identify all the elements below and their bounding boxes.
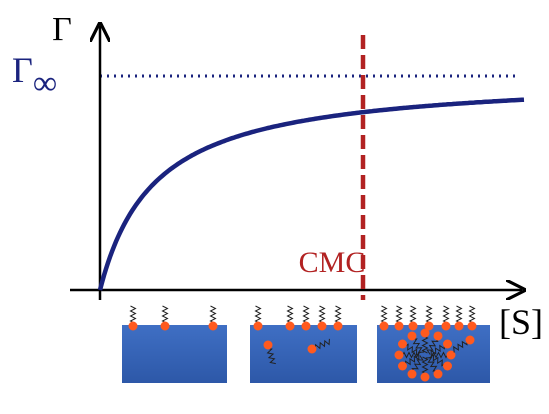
saturation-subscript: ∞ <box>33 65 57 102</box>
cmc-label: CMC <box>299 246 366 279</box>
surfactant-head <box>317 321 327 331</box>
surfactant-head <box>307 344 317 354</box>
surfactant-head <box>408 321 418 331</box>
surfactant-head <box>433 369 443 379</box>
solution-box <box>377 325 490 383</box>
surfactant-head <box>443 361 453 371</box>
surfactant-head <box>407 369 417 379</box>
surfactant-head <box>397 339 407 349</box>
surfactant-head <box>443 339 453 349</box>
surfactant-head <box>394 350 404 360</box>
surfactant-head <box>441 321 451 331</box>
surfactant-head <box>465 335 475 345</box>
surfactant-head <box>433 331 443 341</box>
surfactant-head <box>397 361 407 371</box>
surfactant-head <box>301 321 311 331</box>
surfactant-head <box>285 321 295 331</box>
surfactant-head <box>424 321 434 331</box>
surfactant-head <box>128 321 138 331</box>
surfactant-head <box>420 372 430 382</box>
surfactant-head <box>394 321 404 331</box>
surfactant-head <box>253 321 263 331</box>
surfactant-head <box>333 321 343 331</box>
surfactant-head <box>454 321 464 331</box>
saturation-symbol: Γ <box>12 50 33 90</box>
solution-box <box>250 325 357 383</box>
surfactant-head <box>420 328 430 338</box>
surfactant-head <box>208 321 218 331</box>
surfactant-head <box>446 350 456 360</box>
x-axis-label: [S] <box>499 302 543 342</box>
surfactant-head <box>160 321 170 331</box>
surfactant-head <box>467 321 477 331</box>
solution-box <box>122 325 227 383</box>
saturation-label: Γ∞ <box>12 50 57 102</box>
y-axis-label: Γ <box>52 11 72 48</box>
surfactants <box>128 305 477 382</box>
surfactant-head <box>407 331 417 341</box>
isotherm-curve <box>97 97 525 291</box>
surfactant-head <box>263 340 273 350</box>
surfactant-head <box>379 321 389 331</box>
